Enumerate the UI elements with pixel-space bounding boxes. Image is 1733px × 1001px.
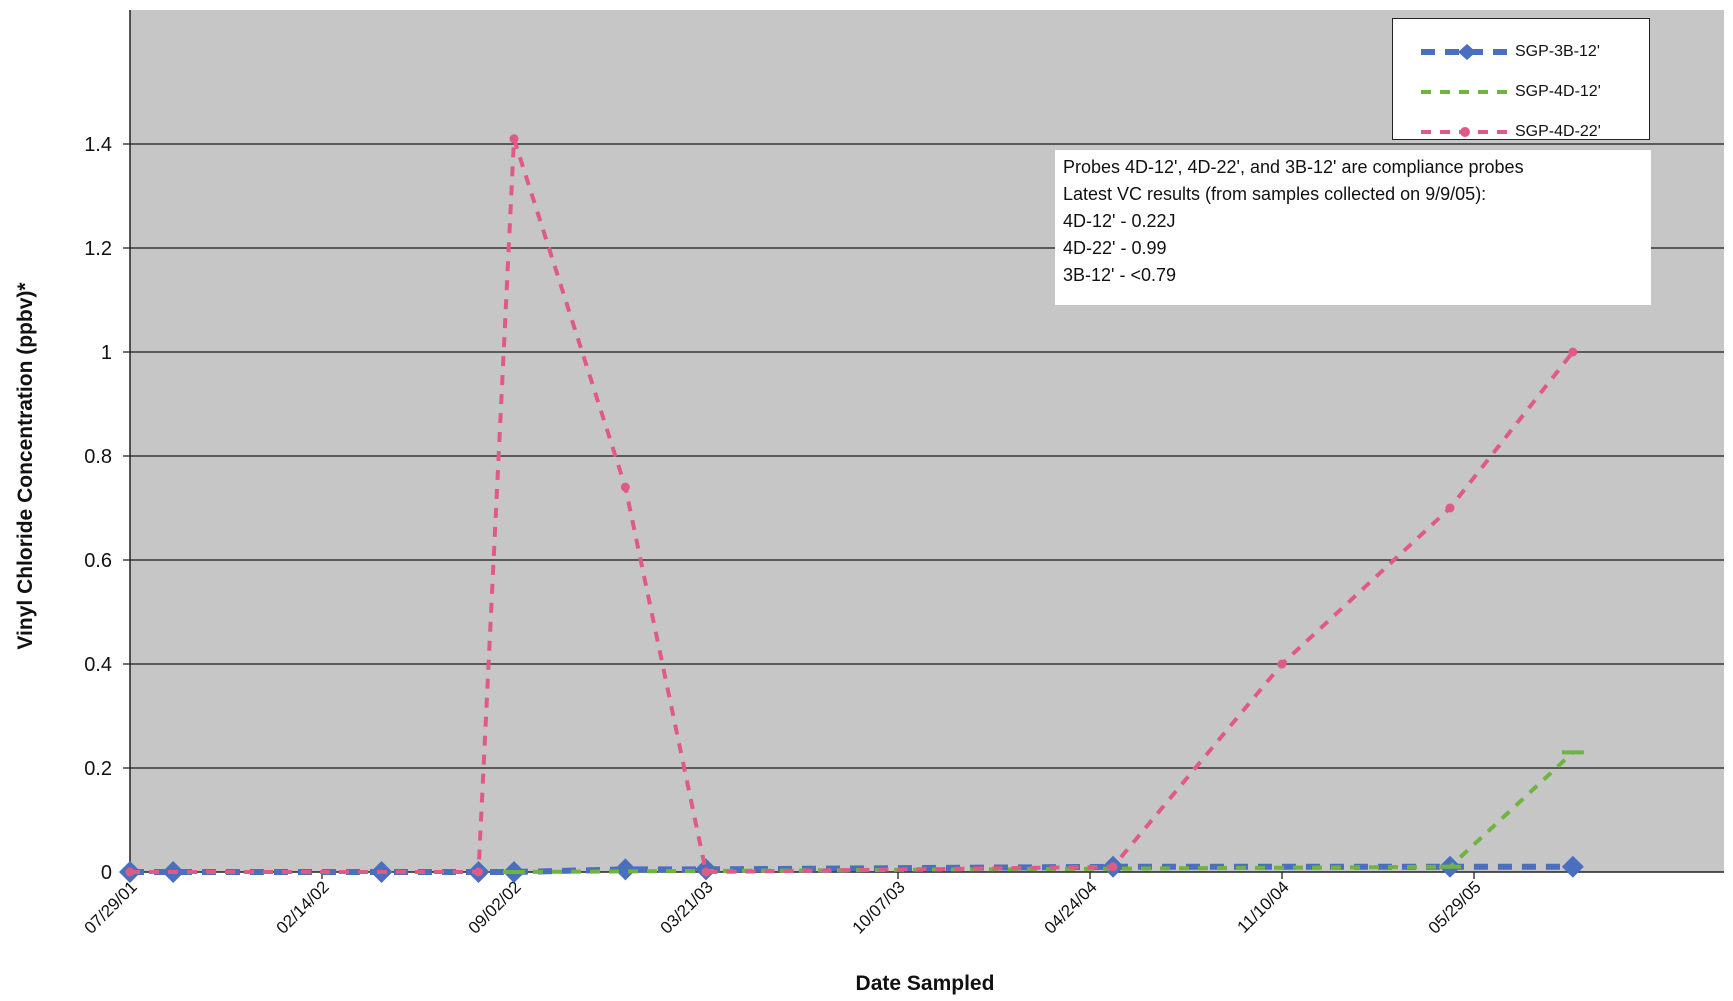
y-tick-label: 0 [101, 862, 112, 884]
data-point-circle [125, 867, 135, 877]
series-line [130, 863, 1573, 875]
series-2 [125, 134, 1578, 877]
legend-label: SGP-4D-22' [1515, 123, 1601, 140]
y-tick-label: 0.6 [84, 550, 112, 572]
y-tick-label: 1.2 [84, 238, 112, 260]
x-tick-label: 09/02/02 [465, 877, 525, 937]
legend-item-sgp-4d-12: SGP-4D-12' [1393, 77, 1649, 107]
data-point-circle [1445, 503, 1455, 513]
annotation-line: 3B-12' - <0.79 [1063, 265, 1177, 285]
data-point-diamond [614, 858, 637, 881]
data-point-circle [701, 867, 711, 877]
legend-swatch-green-dash-icon [1421, 90, 1507, 94]
legend-swatch-blue-diamond-icon [1421, 44, 1507, 60]
legend-label: SGP-3B-12' [1515, 43, 1600, 60]
annotation-line: 4D-22' - 0.99 [1063, 238, 1167, 258]
y-tick-label: 0.4 [84, 654, 112, 676]
x-tick-label: 11/10/04 [1233, 877, 1292, 936]
data-point-circle [1108, 862, 1118, 872]
x-tick-label: 07/29/01 [81, 877, 141, 937]
y-tick-label: 1 [101, 342, 112, 364]
annotation-box: Probes 4D-12', 4D-22', and 3B-12' are co… [1055, 150, 1651, 305]
legend: SGP-3B-12' SGP-4D-12' SGP-4D-22' [1392, 18, 1650, 140]
x-tick-label: 05/29/05 [1425, 877, 1485, 937]
x-tick-labels: 07/29/01 02/14/02 09/02/02 03/21/03 10/07/03… [81, 872, 1485, 938]
y-tick-label: 0.2 [84, 758, 112, 780]
x-tick-label: 10/07/03 [849, 877, 909, 937]
series-layer [119, 134, 1584, 883]
annotation-line: 4D-12' - 0.22J [1063, 211, 1176, 231]
annotation-line: Probes 4D-12', 4D-22', and 3B-12' are co… [1063, 157, 1524, 177]
data-point-circle [509, 134, 519, 144]
x-tick-label: 02/14/02 [273, 877, 333, 937]
data-point-diamond [1561, 855, 1584, 878]
annotation-line: Latest VC results (from samples collecte… [1063, 184, 1487, 204]
y-tick-label: 1.4 [84, 134, 112, 156]
legend-item-sgp-4d-22: SGP-4D-22' [1393, 117, 1649, 147]
legend-label: SGP-4D-12' [1515, 83, 1601, 100]
data-point-circle [620, 482, 630, 492]
x-tick-label: 04/24/04 [1041, 877, 1101, 937]
data-point-circle [1277, 659, 1287, 669]
y-axis-title: Vinyl Chloride Concentration (ppbv)* [14, 282, 37, 650]
y-tick-labels: 0 0.2 0.4 0.6 0.8 1 1.2 1.4 [84, 134, 130, 884]
data-point-circle [1568, 347, 1578, 357]
data-point-circle [473, 867, 483, 877]
legend-swatch-pink-circle-icon [1421, 127, 1507, 137]
y-tick-label: 0.8 [84, 446, 112, 468]
series-line [130, 136, 1575, 874]
x-tick-label: 03/21/03 [657, 877, 717, 937]
x-axis-title: Date Sampled [855, 972, 995, 995]
legend-item-sgp-3b-12: SGP-3B-12' [1393, 37, 1649, 67]
